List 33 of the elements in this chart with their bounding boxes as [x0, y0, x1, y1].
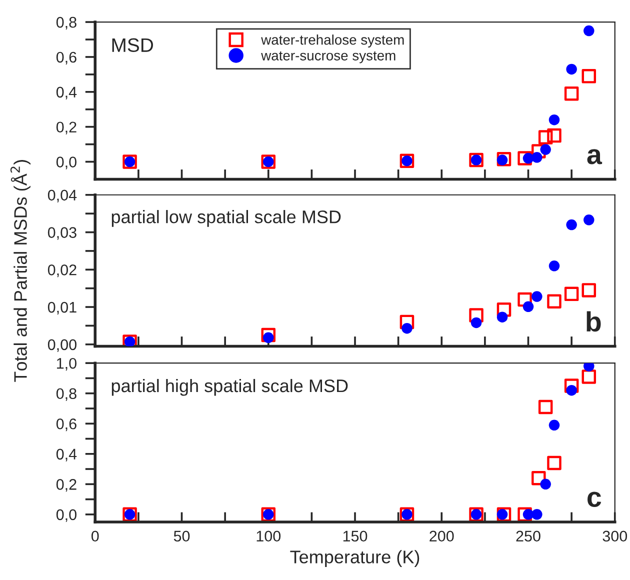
y-axis-title: Total and Partial MSDs (Å$^{2}$): [10, 160, 30, 382]
x-tick-label: 100: [256, 530, 281, 542]
annotation: MSD: [112, 38, 153, 52]
y-tick-label: 0,03: [48, 227, 76, 240]
x-tick-label: 50: [174, 530, 190, 542]
y-tick-label: 0,2: [56, 479, 76, 492]
y-tick-label: 0,6: [56, 52, 76, 64]
y-tick-label: 0,4: [56, 86, 77, 100]
y-tick-label: 0,6: [56, 418, 76, 432]
x-axis-title: Temperature (K): [290, 550, 420, 567]
annotation: a: [587, 149, 602, 164]
y-tick-label: 0,4: [56, 448, 77, 462]
y-tick-label: 1,0: [57, 358, 76, 371]
y-tick-label: 0,0: [56, 509, 76, 522]
y-tick-label: 0,04: [48, 190, 77, 202]
legend-label: water-trehalose system: [261, 34, 404, 48]
y-tick-label: 0,8: [56, 16, 76, 30]
x-tick-label: 200: [430, 530, 454, 542]
y-tick-label: 0,02: [48, 264, 76, 278]
y-tick-label: 0,01: [48, 302, 76, 315]
annotation: c: [588, 492, 602, 507]
x-tick-label: 300: [602, 530, 628, 542]
x-tick-label: 150: [343, 530, 368, 542]
y-tick-label: 0,8: [56, 388, 76, 401]
annotation: partial high spatial scale MSD: [112, 378, 348, 396]
annotation: b: [586, 311, 601, 332]
x-tick-label: 250: [516, 530, 540, 542]
y-tick-label: 0,00: [48, 339, 76, 352]
x-tick-label: 0: [91, 530, 99, 542]
annotation: partial low spatial scale MSD: [112, 210, 341, 227]
y-tick-label: 0,0: [56, 156, 76, 170]
legend-label: water-sucrose system: [261, 51, 396, 64]
y-tick-label: 0,2: [56, 122, 76, 134]
